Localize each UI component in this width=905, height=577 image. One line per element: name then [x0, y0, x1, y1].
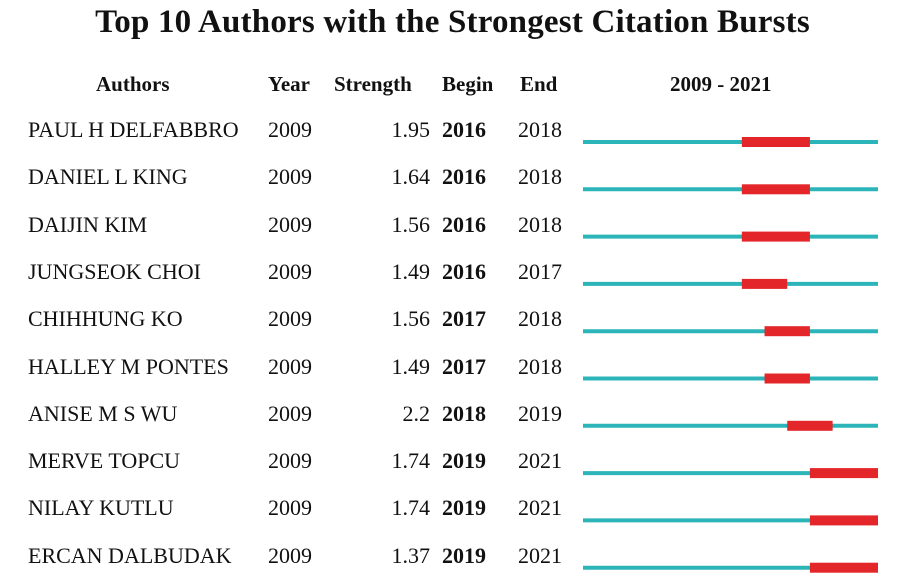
burst-end: 2018: [518, 164, 562, 190]
burst-strength: 1.95: [391, 117, 431, 142]
burst-begin: 2019: [442, 542, 486, 568]
author-name: PAUL H DELFABBRO: [28, 117, 239, 142]
burst-begin: 2018: [442, 400, 486, 426]
header-timeline-range: 2009 - 2021: [670, 72, 772, 96]
author-year: 2009: [268, 353, 312, 379]
burst-end: 2021: [518, 495, 562, 521]
chart-title: Top 10 Authors with the Strongest Citati…: [95, 4, 810, 40]
burst-bar: [741, 184, 810, 195]
author-name: HALLEY M PONTES: [28, 353, 229, 379]
author-name: ERCAN DALBUDAK: [28, 542, 232, 568]
burst-begin: 2016: [442, 164, 486, 190]
author-year: 2009: [268, 306, 312, 332]
author-year: 2009: [268, 211, 312, 237]
header-authors: Authors: [96, 72, 170, 96]
burst-bar: [741, 278, 788, 289]
burst-end: 2021: [518, 542, 562, 568]
header-year: Year: [268, 72, 310, 96]
author-year: 2009: [268, 448, 312, 474]
header-strength: Strength: [334, 72, 412, 96]
burst-begin: 2016: [442, 211, 486, 237]
burst-begin: 2019: [442, 448, 486, 474]
burst-strength: 1.37: [391, 542, 431, 568]
burst-bar: [809, 515, 878, 526]
burst-strength: 1.56: [391, 306, 431, 332]
author-name: DAIJIN KIM: [28, 211, 148, 237]
burst-bar: [741, 137, 810, 147]
burst-strength: 1.64: [391, 164, 431, 190]
burst-end: 2018: [518, 117, 562, 142]
burst-end: 2018: [518, 211, 562, 237]
burst-bar: [764, 326, 810, 337]
burst-bar: [809, 468, 878, 479]
burst-bar: [741, 231, 810, 242]
burst-strength: 1.49: [391, 353, 431, 379]
burst-bar: [764, 373, 810, 384]
author-name: DANIEL L KING: [28, 164, 188, 190]
header-begin: Begin: [442, 72, 494, 96]
burst-begin: 2016: [442, 258, 486, 284]
author-year: 2009: [268, 258, 312, 284]
author-year: 2009: [268, 542, 312, 568]
burst-end: 2018: [518, 306, 562, 332]
header-end: End: [520, 72, 558, 96]
burst-strength: 2.2: [402, 400, 431, 426]
author-name: CHIHHUNG KO: [28, 306, 183, 332]
burst-begin: 2016: [442, 117, 486, 142]
author-year: 2009: [268, 164, 312, 190]
burst-end: 2018: [518, 353, 562, 379]
burst-begin: 2017: [442, 353, 486, 379]
burst-bar: [787, 420, 833, 431]
burst-end: 2017: [518, 258, 562, 284]
author-name: MERVE TOPCU: [28, 448, 181, 474]
burst-strength: 1.49: [391, 258, 431, 284]
author-year: 2009: [268, 495, 312, 521]
author-year: 2009: [268, 400, 312, 426]
burst-end: 2019: [518, 400, 562, 426]
burst-begin: 2017: [442, 306, 486, 332]
burst-strength: 1.56: [391, 211, 431, 237]
author-name: JUNGSEOK CHOI: [28, 258, 201, 284]
author-name: ANISE M S WU: [28, 400, 178, 426]
burst-strength: 1.74: [391, 448, 431, 474]
burst-end: 2021: [518, 448, 562, 474]
burst-begin: 2019: [442, 495, 486, 521]
author-name: NILAY KUTLU: [28, 495, 174, 521]
burst-strength: 1.74: [391, 495, 431, 521]
burst-bar: [809, 562, 878, 573]
author-year: 2009: [268, 117, 312, 142]
